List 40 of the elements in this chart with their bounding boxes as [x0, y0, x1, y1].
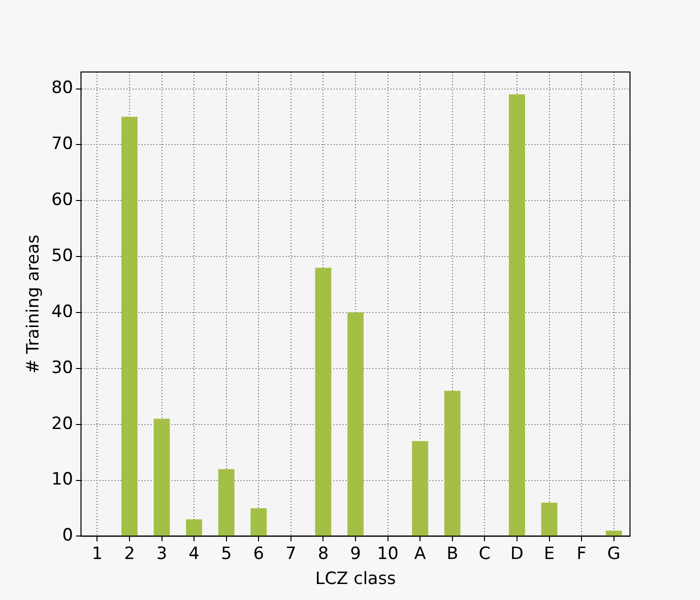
x-tick-label: G	[607, 544, 620, 564]
x-tick-label: 2	[124, 544, 135, 564]
x-tick-label: 9	[350, 544, 361, 564]
x-tick-label: C	[478, 544, 491, 564]
x-tick-label: D	[510, 544, 524, 564]
bar	[347, 312, 364, 536]
x-tick-label: E	[544, 544, 555, 564]
bar	[218, 469, 234, 536]
bar	[541, 502, 558, 536]
x-tick-label: 8	[318, 544, 329, 564]
y-tick-label: 0	[62, 526, 74, 546]
bar	[121, 116, 138, 536]
x-tick-label: 3	[156, 544, 168, 564]
bar	[606, 530, 622, 536]
bar	[315, 268, 332, 536]
x-axis-title: LCZ class	[315, 569, 396, 590]
bar	[154, 418, 170, 536]
y-tick-label: 70	[51, 134, 74, 154]
y-tick-label: 80	[51, 78, 74, 98]
y-tick-label: 20	[51, 414, 74, 434]
y-tick-label: 30	[51, 358, 74, 378]
x-tick-label: 7	[286, 544, 296, 564]
bar	[250, 508, 267, 536]
x-tick-label: 10	[376, 544, 399, 564]
x-tick-label: A	[414, 544, 426, 564]
y-tick-label: 10	[51, 470, 74, 490]
x-tick-label: B	[446, 544, 458, 564]
x-tick-label: 6	[253, 544, 264, 564]
x-tick-label: F	[576, 544, 586, 564]
bar	[186, 519, 202, 536]
x-tick-label: 5	[220, 544, 232, 564]
y-tick-label: 60	[51, 190, 74, 210]
x-tick-label: 4	[188, 544, 200, 564]
y-axis-title: # Training areas	[24, 234, 44, 374]
bar	[508, 94, 526, 536]
x-tick-label: 1	[92, 544, 103, 564]
bar	[444, 390, 460, 536]
y-tick-label: 50	[51, 246, 74, 266]
y-tick-label: 40	[51, 302, 74, 322]
bar	[412, 441, 428, 536]
